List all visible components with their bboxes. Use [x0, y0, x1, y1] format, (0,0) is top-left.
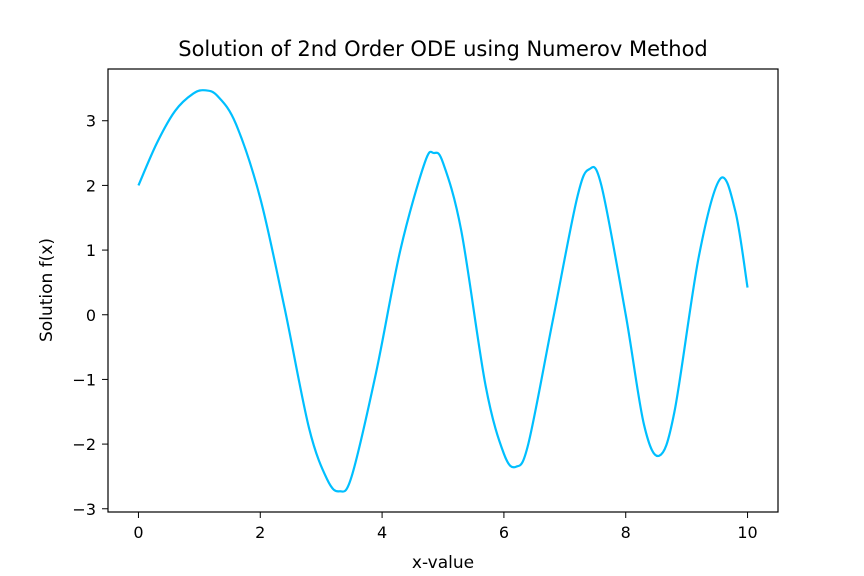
x-tick-label: 4 [377, 523, 387, 542]
x-tick-label: 0 [133, 523, 143, 542]
y-tick-label: 0 [86, 306, 96, 325]
plot-frame [107, 68, 779, 513]
y-axis: −3 −2 −1 0 1 2 3 [72, 112, 108, 519]
y-tick-label: 3 [86, 112, 96, 131]
y-tick-label: −2 [72, 435, 96, 454]
x-axis: 0 2 4 6 8 10 [133, 512, 758, 542]
x-axis-label: x-value [412, 553, 474, 573]
x-tick-label: 2 [255, 523, 265, 542]
chart-title: Solution of 2nd Order ODE using Numerov … [178, 37, 708, 61]
y-axis-label: Solution f(x) [37, 238, 57, 342]
x-tick-label: 10 [737, 523, 757, 542]
y-tick-label: −1 [72, 370, 96, 389]
y-tick-label: 2 [86, 176, 96, 195]
y-tick-label: 1 [86, 241, 96, 260]
x-tick-label: 8 [621, 523, 631, 542]
series-line-0 [137, 89, 749, 493]
x-tick-label: 6 [499, 523, 509, 542]
y-tick-label: −3 [72, 500, 96, 519]
plot-area [137, 89, 749, 493]
